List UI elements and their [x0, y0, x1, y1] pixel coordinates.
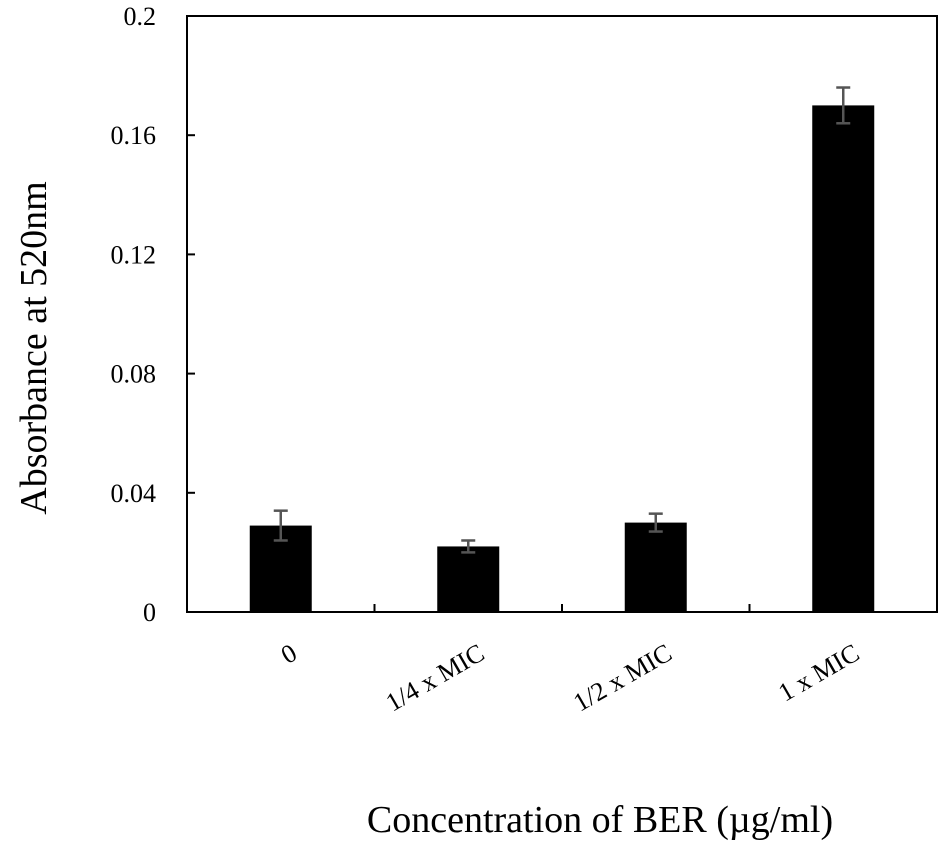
bars	[249, 105, 875, 613]
x-tick-label: 0	[276, 638, 302, 670]
y-tick-label: 0.2	[124, 2, 157, 31]
x-tick-label: 1/4 x MIC	[381, 638, 489, 717]
bar	[812, 105, 875, 613]
bar	[437, 546, 500, 612]
x-axis-ticks: 0 1/4 x MIC 1/2 x MIC 1 x MIC	[276, 604, 864, 717]
bar	[624, 522, 687, 612]
error-bars	[273, 86, 851, 554]
x-tick-label: 1 x MIC	[773, 638, 864, 707]
y-tick-label: 0	[143, 598, 156, 627]
y-tick-label: 0.04	[111, 479, 157, 508]
y-axis-ticks: 0 0.04 0.08 0.12 0.16 0.2	[111, 2, 195, 627]
y-tick-label: 0.12	[111, 240, 157, 269]
y-tick-label: 0.08	[111, 360, 157, 389]
y-tick-label: 0.16	[111, 121, 157, 150]
x-axis-title: Concentration of BER (µg/ml)	[367, 799, 833, 841]
x-tick-label: 1/2 x MIC	[568, 638, 676, 717]
y-axis-title: Absorbance at 520nm	[13, 181, 55, 514]
